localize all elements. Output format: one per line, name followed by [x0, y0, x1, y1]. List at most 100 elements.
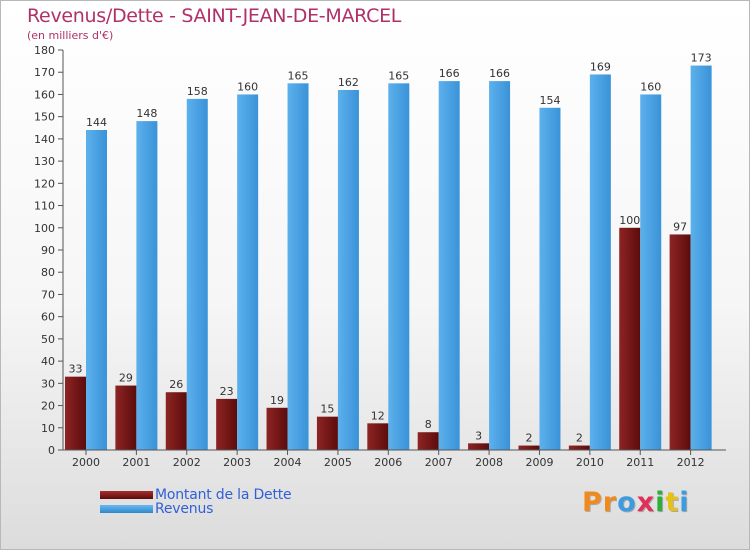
logo-letter: i: [655, 487, 666, 518]
data-label-revenue: 169: [590, 60, 611, 73]
y-tick-label: 50: [41, 333, 55, 346]
y-tick-label: 120: [34, 177, 55, 190]
data-label-debt: 15: [320, 403, 334, 416]
data-label-debt: 19: [270, 394, 284, 407]
y-tick-label: 140: [34, 133, 55, 146]
bar-revenue: [438, 81, 460, 450]
bar-debt: [115, 385, 137, 450]
x-tick-label: 2006: [374, 456, 402, 469]
bar-revenue: [489, 81, 511, 450]
y-tick-label: 150: [34, 111, 55, 124]
bar-debt: [619, 227, 641, 450]
data-label-revenue: 148: [136, 107, 157, 120]
data-label-revenue: 165: [388, 69, 409, 82]
y-tick-label: 10: [41, 422, 55, 435]
bar-debt: [468, 443, 490, 450]
proxiti-logo: Proxiti: [582, 487, 690, 518]
y-tick-label: 180: [34, 44, 55, 57]
x-tick-label: 2005: [324, 456, 352, 469]
bar-revenue: [237, 94, 259, 450]
bar-revenue: [287, 83, 309, 450]
data-label-debt: 12: [371, 409, 385, 422]
bar-revenue: [539, 107, 561, 451]
data-labels: 33 144 29 148 26 158 23 160 19 165 15 162 12 165 8 166 3…: [69, 52, 712, 445]
logo-letter: o: [617, 487, 637, 518]
y-tick-label: 170: [34, 66, 55, 79]
y-tick-label: 130: [34, 155, 55, 168]
x-tick-label: 2008: [475, 456, 503, 469]
y-tick-label: 60: [41, 311, 55, 324]
bar-debt: [568, 445, 590, 450]
y-tick-label: 20: [41, 400, 55, 413]
logo-letter: x: [636, 487, 656, 518]
logo-letter: i: [679, 487, 690, 518]
data-label-revenue: 144: [86, 116, 107, 129]
logo-letter: t: [665, 487, 680, 518]
x-tick-label: 2010: [576, 456, 604, 469]
data-label-revenue: 165: [288, 69, 309, 82]
logo-letter: P: [582, 487, 603, 518]
data-label-revenue: 160: [640, 80, 661, 93]
data-label-revenue: 173: [691, 52, 712, 65]
data-label-debt: 2: [525, 432, 532, 445]
y-tick-label: 30: [41, 377, 55, 390]
y-tick-label: 80: [41, 266, 55, 279]
y-tick-label: 70: [41, 288, 55, 301]
legend-swatch-revenue: [100, 505, 153, 513]
data-label-debt: 100: [619, 214, 640, 227]
x-tick-label: 2004: [274, 456, 302, 469]
y-tick-label: 100: [34, 222, 55, 235]
bar-debt: [518, 445, 540, 450]
legend-label-debt: Montant de la Dette: [155, 487, 292, 503]
x-tick-label: 2003: [223, 456, 251, 469]
logo-letter: r: [602, 487, 618, 518]
bar-revenue: [186, 98, 208, 450]
data-label-debt: 29: [119, 372, 133, 385]
y-tick-label: 160: [34, 88, 55, 101]
bar-revenue: [86, 130, 107, 450]
bars: [65, 65, 712, 451]
bar-debt: [65, 376, 86, 450]
bar-revenue: [690, 65, 712, 451]
x-tick-label: 2007: [425, 456, 453, 469]
bar-revenue: [388, 83, 410, 450]
data-label-debt: 26: [169, 378, 183, 391]
bar-revenue: [136, 121, 158, 450]
x-tick-label: 2001: [122, 456, 150, 469]
bar-debt: [216, 398, 238, 450]
y-axis: 0 10 20 30 40 50 60 70 80 90 100 110 120 130 140 150 160…: [34, 44, 64, 457]
chart-title: Revenus/Dette - SAINT-JEAN-DE-MARCEL: [27, 5, 402, 27]
data-label-revenue: 166: [439, 67, 460, 80]
x-tick-label: 2012: [677, 456, 705, 469]
y-tick-label: 0: [48, 444, 55, 457]
data-label-debt: 8: [425, 418, 432, 431]
data-label-revenue: 166: [489, 67, 510, 80]
data-label-debt: 33: [69, 363, 83, 376]
y-tick-label: 90: [41, 244, 55, 257]
y-tick-label: 40: [41, 355, 55, 368]
data-label-debt: 2: [576, 432, 583, 445]
data-label-revenue: 154: [539, 94, 560, 107]
data-label-debt: 23: [220, 385, 234, 398]
data-label-revenue: 162: [338, 76, 359, 89]
bar-debt: [669, 234, 691, 450]
bar-debt: [367, 423, 389, 450]
legend-label-revenue: Revenus: [155, 501, 214, 517]
data-label-revenue: 160: [237, 80, 258, 93]
y-tick-label: 110: [34, 200, 55, 213]
bar-debt: [266, 407, 288, 450]
x-axis: 2000 2001 2002 2003 2004 2005 2006 2007 2008 2009…: [63, 449, 726, 469]
bar-revenue: [589, 74, 611, 450]
bar-debt: [316, 416, 338, 450]
legend-swatch-debt: [100, 491, 153, 499]
x-tick-label: 2009: [525, 456, 553, 469]
x-tick-label: 2011: [626, 456, 654, 469]
data-label-revenue: 158: [187, 85, 208, 98]
chart-subtitle: (en milliers d'€): [27, 29, 114, 42]
bar-revenue: [640, 94, 662, 450]
bar-debt: [417, 432, 439, 450]
x-tick-label: 2000: [72, 456, 100, 469]
bar-debt: [165, 392, 187, 450]
data-label-debt: 3: [475, 429, 482, 442]
